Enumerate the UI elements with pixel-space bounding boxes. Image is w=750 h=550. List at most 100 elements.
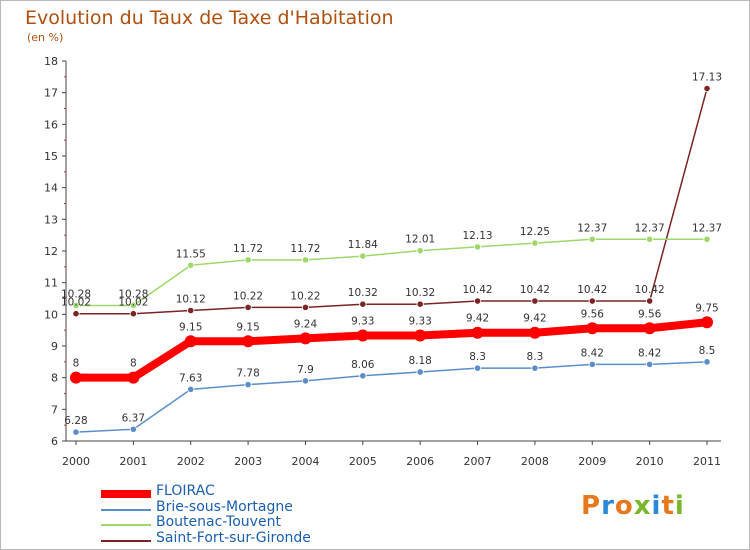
data-point — [531, 239, 539, 247]
data-point — [471, 326, 484, 339]
legend-label: Boutenac-Touvent — [156, 514, 281, 530]
y-tick-label: 16 — [44, 118, 58, 131]
data-label: 9.24 — [294, 318, 318, 330]
x-tick-label: 2005 — [349, 455, 377, 468]
data-point — [187, 261, 195, 269]
data-label: 10.28 — [61, 288, 91, 300]
data-label: 10.12 — [176, 294, 206, 306]
legend-label: FLOIRAC — [156, 483, 215, 499]
x-tick-label: 2010 — [636, 455, 664, 468]
series-line-1 — [75, 361, 708, 433]
y-tick-label: 17 — [44, 87, 58, 100]
data-label: 8 — [73, 358, 80, 370]
data-point — [588, 235, 596, 243]
data-label: 10.22 — [290, 290, 320, 302]
data-label: 10.32 — [348, 287, 378, 299]
y-tick-label: 8 — [51, 372, 58, 385]
data-label: 12.13 — [463, 230, 493, 242]
data-point — [244, 381, 252, 389]
x-tick-label: 2006 — [406, 455, 434, 468]
data-point — [646, 297, 654, 305]
data-label: 10.02 — [61, 297, 91, 309]
series-line-2 — [76, 238, 707, 307]
data-label: 12.37 — [692, 222, 722, 234]
data-point — [244, 303, 252, 311]
data-point — [528, 326, 541, 339]
data-point — [301, 303, 310, 311]
x-tick-label: 2002 — [177, 455, 205, 468]
x-tick-label: 2009 — [578, 455, 606, 468]
data-label: 6.28 — [64, 415, 87, 427]
data-label: 17.13 — [692, 72, 722, 84]
y-tick-label: 10 — [44, 308, 58, 321]
data-label: 8.5 — [699, 345, 716, 357]
legend-swatch — [101, 490, 151, 498]
data-point — [646, 235, 654, 243]
data-point — [187, 385, 195, 393]
data-point — [703, 358, 711, 366]
data-label: 9.56 — [638, 308, 662, 320]
data-label: 11.84 — [348, 239, 378, 251]
data-label: 12.37 — [635, 222, 665, 234]
data-label: 8.3 — [527, 351, 544, 363]
data-label: 8.06 — [351, 359, 375, 371]
data-point — [531, 297, 539, 305]
data-label: 8.42 — [581, 347, 604, 359]
data-label: 8.18 — [408, 355, 431, 367]
data-point — [416, 300, 424, 308]
data-point — [72, 301, 80, 310]
y-tick-label: 15 — [44, 150, 58, 163]
data-label: 7.78 — [236, 368, 259, 380]
data-point — [129, 425, 137, 433]
data-point — [416, 247, 424, 255]
y-tick-label: 12 — [44, 245, 58, 258]
y-tick-label: 18 — [44, 55, 58, 68]
data-label: 10.02 — [118, 297, 148, 309]
data-point — [127, 371, 140, 384]
data-point — [646, 360, 654, 368]
data-label: 7.63 — [179, 372, 202, 384]
data-label: 10.32 — [405, 287, 435, 299]
x-tick-label: 2011 — [693, 455, 721, 468]
data-label: 9.42 — [523, 313, 546, 325]
x-tick-label: 2001 — [119, 455, 147, 468]
data-label: 10.42 — [520, 284, 550, 296]
data-label: 6.37 — [122, 412, 145, 424]
data-point — [356, 329, 369, 342]
data-label: 9.33 — [408, 316, 431, 328]
data-point — [416, 368, 424, 376]
y-tick-label: 9 — [51, 340, 58, 353]
data-point — [359, 300, 367, 308]
y-tick-label: 13 — [44, 213, 58, 226]
x-tick-label: 2007 — [464, 455, 492, 468]
series-line-0 — [76, 318, 708, 382]
data-point — [586, 322, 599, 335]
data-label: 12.01 — [405, 234, 435, 246]
x-tick-label: 2000 — [62, 455, 90, 468]
data-label: 9.75 — [695, 302, 718, 314]
proxiti-logo: Proxiti — [581, 491, 685, 521]
data-label: 10.42 — [463, 284, 493, 296]
y-tick-label: 7 — [51, 403, 58, 416]
data-point — [299, 332, 312, 345]
data-point — [244, 256, 252, 264]
data-point — [242, 335, 255, 348]
data-label: 8 — [130, 358, 137, 370]
data-point — [301, 377, 310, 385]
data-point — [72, 310, 80, 318]
data-label: 11.72 — [290, 243, 320, 255]
data-label: 9.56 — [581, 308, 605, 320]
data-point — [414, 329, 427, 342]
data-label: 9.33 — [351, 316, 374, 328]
data-point — [184, 335, 197, 348]
data-point — [129, 301, 137, 310]
data-point — [703, 235, 711, 243]
legend-swatch — [101, 524, 151, 526]
data-point — [72, 428, 80, 436]
data-label: 12.25 — [520, 226, 550, 238]
data-point — [359, 252, 367, 260]
series-line-3 — [76, 88, 708, 315]
legend-swatch — [101, 540, 151, 542]
